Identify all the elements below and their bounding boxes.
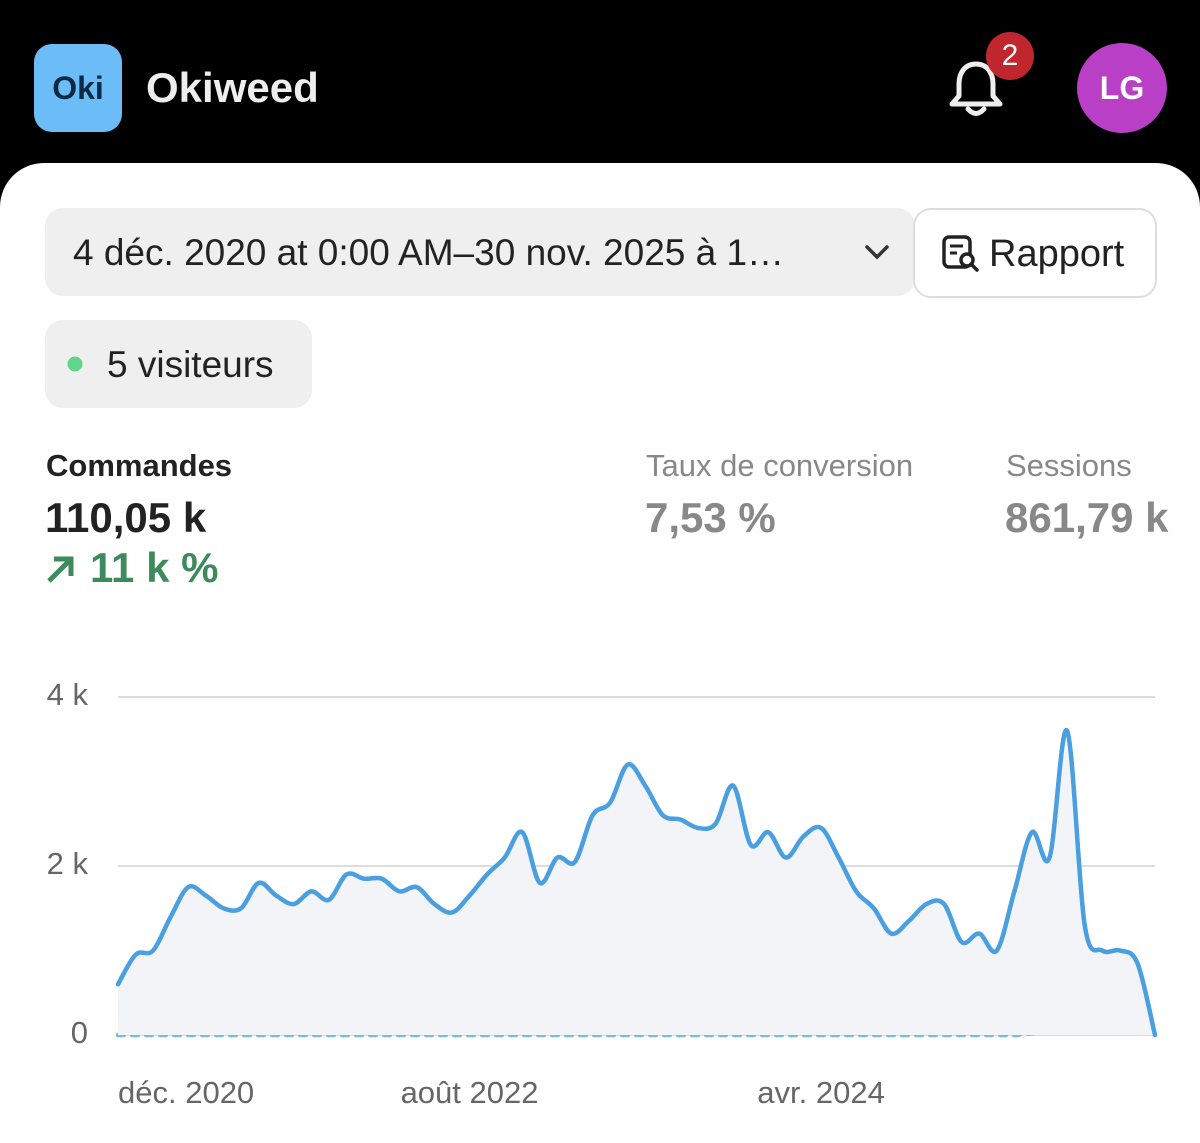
date-range-picker[interactable]: 4 déc. 2020 at 0:00 AM–30 nov. 2025 à 1… — [45, 208, 915, 296]
live-dot — [67, 356, 83, 372]
bell-icon[interactable] — [946, 58, 1006, 120]
logo[interactable]: Oki — [34, 44, 122, 132]
metric-label[interactable]: Taux de conversion — [646, 448, 914, 483]
metric-value: 861,79 k — [1005, 494, 1169, 541]
notification-badge: 2 — [986, 32, 1034, 80]
metric-label[interactable]: Sessions — [1006, 448, 1132, 483]
y-tick-label: 2 k — [47, 846, 89, 881]
visitors-pill: 5 visiteurs — [45, 320, 312, 408]
app-name: Okiweed — [146, 64, 319, 111]
metric-label[interactable]: Commandes — [46, 448, 233, 483]
avatar[interactable]: LG — [1077, 43, 1167, 133]
area — [118, 730, 1155, 1035]
report-button[interactable]: Rapport — [913, 208, 1157, 298]
x-tick-label: août 2022 — [401, 1075, 539, 1110]
trend-arrow — [47, 556, 74, 583]
metric-value: 7,53 % — [645, 494, 776, 541]
y-tick-label: 0 — [71, 1015, 88, 1050]
report-icon — [942, 235, 979, 272]
date-range: 4 déc. 2020 at 0:00 AM–30 nov. 2025 à 1… — [73, 232, 785, 273]
metric-value: 110,05 k — [45, 494, 207, 541]
metric-change: 11 k % — [90, 544, 219, 591]
y-tick-label: 4 k — [47, 677, 89, 712]
x-tick-label: avr. 2024 — [757, 1075, 885, 1110]
chevron — [865, 245, 889, 260]
report-label: Rapport — [989, 233, 1125, 275]
x-tick-label: déc. 2020 — [118, 1075, 254, 1110]
line — [115, 728, 1158, 1038]
visitors-count: 5 visiteurs — [107, 344, 274, 385]
chart: 0 2 k 4 k déc. 2020 août 2022 avr. 2024 — [47, 677, 1158, 1110]
